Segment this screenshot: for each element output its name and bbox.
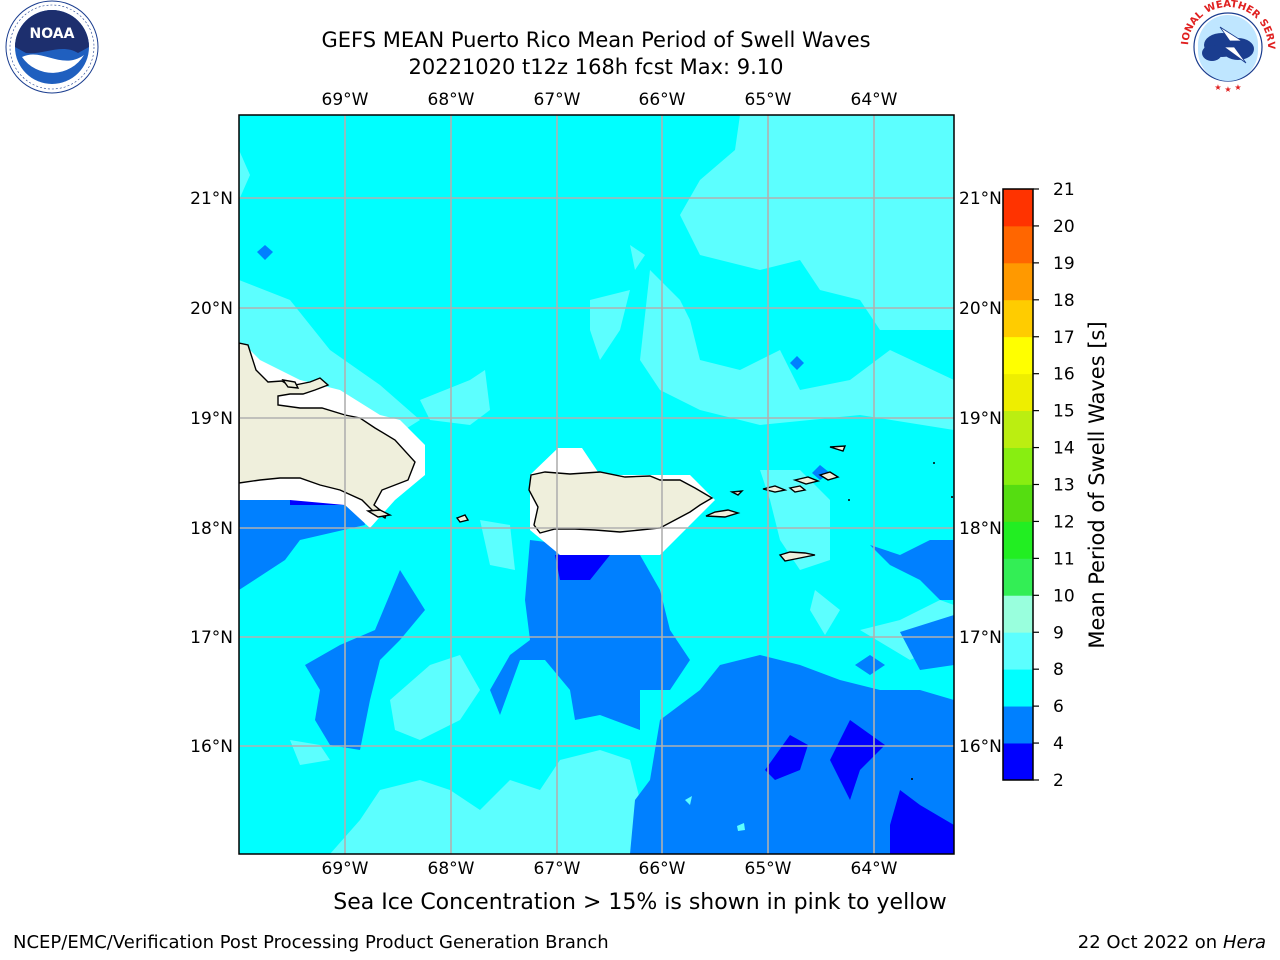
colorbar-segment [1003,632,1033,670]
noaa-logo-text: NOAA [30,26,75,42]
colorbar-segment [1003,299,1033,338]
colorbar-segment [1003,521,1033,559]
colorbar-segment [1003,410,1033,448]
colorbar-tick-label: 17 [1053,328,1075,348]
lat-label-right: 21°N [959,189,1002,209]
map-frame [238,114,955,855]
lat-label-right: 17°N [959,628,1002,648]
lon-label-bottom: 69°W [322,859,369,879]
lon-label-bottom: 64°W [851,859,898,879]
colorbar-segment [1003,262,1033,301]
noaa-logo-icon: NOAA [5,0,99,94]
lat-label-left: 19°N [190,409,233,429]
colorbar-tick-label: 4 [1053,734,1064,754]
tortola [792,476,821,485]
colorbar-segment [1003,595,1033,633]
svg-text:★: ★ [1214,83,1221,92]
lon-label-top: 67°W [534,90,581,110]
anegada [829,445,847,452]
colorbar-tick-label: 13 [1053,476,1075,496]
colorbar-segment [1003,669,1033,707]
light-cyan-patches [685,796,745,831]
lat-label-left: 21°N [190,189,233,209]
lat-label-left: 20°N [190,299,233,319]
colorbar-tick-label: 10 [1053,586,1075,606]
colorbar-label: Mean Period of Swell Waves [s] [1085,321,1109,648]
lat-label-left: 17°N [190,628,233,648]
colorbar-segment [1003,558,1033,596]
swell-period-field [239,115,954,854]
map-title: GEFS MEAN Puerto Rico Mean Period of Swe… [321,28,871,52]
lon-label-bottom: 65°W [745,859,792,879]
mona-island [455,514,470,523]
colorbar-segment [1003,484,1033,522]
small-islets [848,462,953,780]
colorbar-tick-label: 2 [1053,771,1064,791]
lon-label-top: 69°W [322,90,369,110]
colorbar-tick-label: 18 [1053,291,1075,311]
colorbar-tick-label: 16 [1053,365,1075,385]
saona-islet [365,509,393,518]
sea-ice-note: Sea Ice Concentration > 15% is shown in … [333,890,947,915]
virgin-gorda [818,471,840,481]
lat-label-right: 16°N [959,737,1002,757]
colorbar-segment [1003,447,1033,485]
colorbar-segment [1003,706,1033,744]
culebra [729,490,744,496]
colorbar-tick-label: 20 [1053,217,1075,237]
map-subtitle: 20221020 t12z 168h fcst Max: 9.10 [408,55,784,79]
lon-label-top: 66°W [639,90,686,110]
lon-labels: 69°W 68°W 67°W 66°W 65°W 64°W 69°W 68°W … [322,90,898,879]
colorbar-segment [1003,743,1033,781]
lon-label-bottom: 67°W [534,859,581,879]
puerto-rico [528,471,714,534]
svg-text:★: ★ [1234,83,1241,92]
date-text: 22 Oct 2022 on [1077,932,1218,953]
colorbar-tick-label: 8 [1053,660,1064,680]
credit-line: NCEP/EMC/Verification Post Processing Pr… [13,932,609,953]
colorbar-tick-label: 6 [1053,697,1064,717]
colorbar-segment [1003,225,1033,264]
colorbar-tick-label: 12 [1053,512,1075,532]
colorbar-tick-label: 11 [1053,549,1075,569]
date-line: 22 Oct 2022 on Hera [1078,932,1266,953]
colorbar-segment [1003,189,1033,227]
saint-john [788,485,807,493]
colorbar-tick-label: 19 [1053,254,1075,274]
hispaniola-north-islet [281,379,300,389]
lon-label-top: 65°W [745,90,792,110]
lon-label-bottom: 66°W [639,859,686,879]
lat-label-right: 20°N [959,299,1002,319]
graticule [239,115,954,854]
lon-label-bottom: 68°W [428,859,475,879]
colorbar: 2 4 6 8 9 10 11 12 13 14 15 16 17 18 19 20 21 [1002,180,1075,791]
lat-label-left: 16°N [190,737,233,757]
colorbar-tick-label: 14 [1053,439,1075,459]
lat-label-left: 18°N [190,519,233,539]
lat-label-right: 18°N [959,519,1002,539]
saint-croix [778,551,816,562]
colorbar-tick-label: 15 [1053,402,1075,422]
lat-label-right: 19°N [959,409,1002,429]
nws-logo-icon: NATIONAL WEATHER SERVICE ★ ★ ★ [1180,0,1276,94]
colorbar-tick-label: 9 [1053,623,1064,643]
machine-name: Hera [1222,932,1266,953]
lon-label-top: 68°W [428,90,475,110]
saint-thomas [762,485,788,493]
svg-text:★: ★ [1224,85,1231,94]
land-areas [239,342,847,562]
colorbar-segment [1003,373,1033,412]
colorbar-tick-label: 21 [1053,180,1075,200]
colorbar-segment [1003,336,1033,375]
lat-labels: 21°N 20°N 19°N 18°N 17°N 16°N 21°N 20°N … [190,189,1002,757]
vieques [705,509,741,518]
lon-label-top: 64°W [851,90,898,110]
